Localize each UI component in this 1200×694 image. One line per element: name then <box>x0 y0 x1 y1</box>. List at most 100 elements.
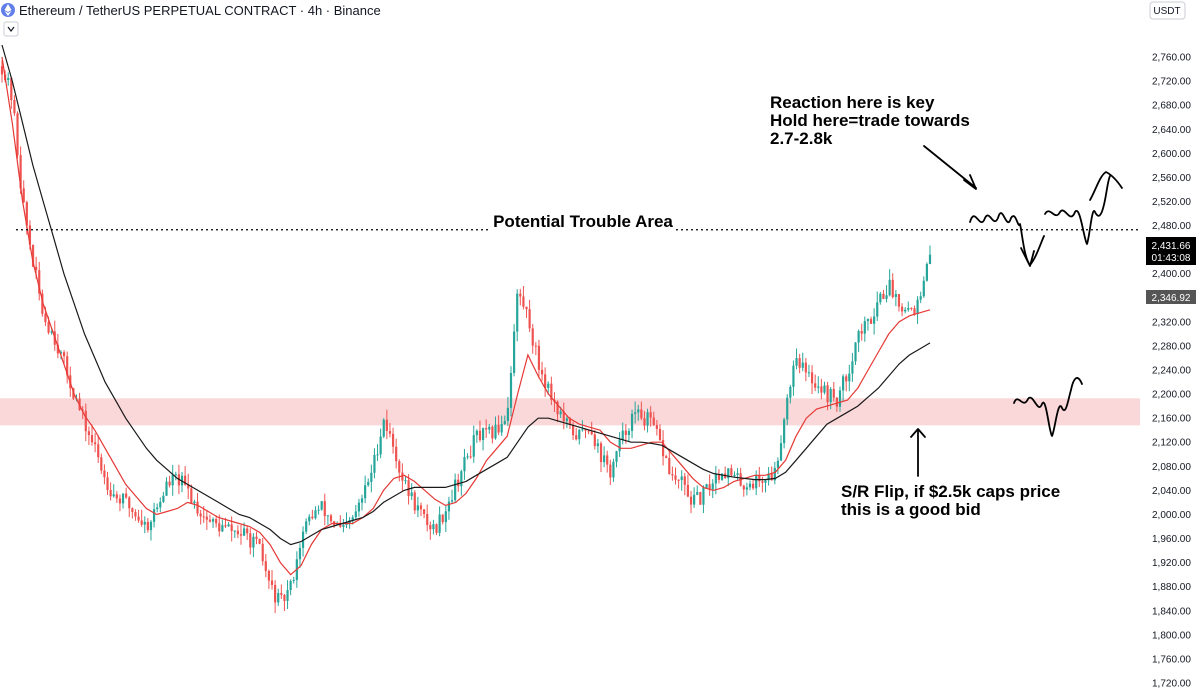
candle-down <box>913 308 916 315</box>
candle-down <box>56 344 59 354</box>
candle-down <box>137 516 140 521</box>
candle-up <box>152 509 156 522</box>
candle-up <box>779 443 783 461</box>
y-tick-label: 1,880.00 <box>1152 582 1191 593</box>
candle-down <box>485 428 488 430</box>
candle-up <box>736 473 739 475</box>
candle-up <box>516 293 519 332</box>
y-tick-label: 2,480.00 <box>1152 221 1191 232</box>
candle-down <box>478 430 482 441</box>
candle-up <box>904 309 907 312</box>
candle-up <box>336 523 339 525</box>
candle-up <box>463 457 466 472</box>
candle-down <box>230 524 233 532</box>
candle-up <box>907 307 910 310</box>
candle-down <box>910 307 913 309</box>
candle-down <box>106 477 109 490</box>
candle-down <box>44 313 47 323</box>
candle-up <box>506 407 509 422</box>
candle-up <box>829 389 832 403</box>
collapse-button[interactable] <box>3 21 19 37</box>
y-tick-label: 2,280.00 <box>1152 341 1191 352</box>
candle-down <box>423 509 426 515</box>
candle-down <box>190 488 193 504</box>
y-tick-label: 1,960.00 <box>1152 534 1191 545</box>
candle-down <box>606 455 609 465</box>
candle-up <box>500 423 503 433</box>
candle-up <box>764 480 767 483</box>
candle-down <box>97 444 100 458</box>
candle-down <box>19 155 22 189</box>
candle-up <box>547 383 550 388</box>
candle-up <box>314 510 317 519</box>
candle-down <box>236 530 239 535</box>
candle-up <box>317 509 320 511</box>
candle-down <box>845 376 848 382</box>
candle-down <box>280 593 283 595</box>
candle-up <box>162 495 165 502</box>
y-tick-label: 2,200.00 <box>1152 390 1191 401</box>
candle-down <box>218 523 221 532</box>
candle-up <box>432 524 435 530</box>
candle-down <box>140 520 143 525</box>
candle-up <box>143 521 146 525</box>
arrowhead-to-resistance <box>963 174 977 190</box>
candle-up <box>509 372 513 408</box>
candle-up <box>277 593 280 603</box>
candle-down <box>658 428 662 441</box>
candle-down <box>274 584 277 603</box>
candle-down <box>398 461 401 473</box>
candle-down <box>820 386 823 393</box>
candle-down <box>391 433 395 447</box>
y-tick-label: 2,520.00 <box>1152 197 1191 208</box>
last-price-label: 2,431.66 01:43:08 <box>1146 237 1196 265</box>
candle-down <box>668 458 671 475</box>
candle-down <box>264 561 267 571</box>
ethereum-glyph <box>4 4 12 16</box>
y-tick-label: 2,600.00 <box>1152 149 1191 160</box>
candle-down <box>652 417 655 426</box>
candle-up <box>634 412 637 414</box>
candle-up <box>193 501 196 504</box>
candle-up <box>298 547 302 560</box>
candle-up <box>866 319 870 322</box>
candle-up <box>894 294 897 297</box>
candle-up <box>854 342 857 362</box>
candle-down <box>457 479 460 487</box>
candle-down <box>258 538 261 544</box>
candle-up <box>823 385 826 393</box>
currency-selector[interactable] <box>1149 1 1186 20</box>
trouble-area-label-bg <box>490 208 675 234</box>
candle-up <box>789 386 792 398</box>
candle-up <box>364 485 367 499</box>
candle-down <box>814 383 817 388</box>
candle-up <box>807 372 811 374</box>
candle-up <box>621 430 624 440</box>
candle-up <box>351 517 354 521</box>
y-tick-label: 2,640.00 <box>1152 125 1191 136</box>
candle-down <box>90 435 94 443</box>
candle-up <box>863 321 866 334</box>
candle-up <box>851 361 854 374</box>
chevron-down-icon <box>7 26 15 32</box>
hand-drawn-markup <box>910 145 1123 477</box>
candle-up <box>705 484 708 488</box>
candle-down <box>339 523 342 527</box>
candle-down <box>311 516 314 519</box>
candle-down <box>249 533 252 548</box>
candle-up <box>581 429 584 431</box>
candle-up <box>450 500 454 502</box>
breakout-arrowhead-curve <box>1089 171 1123 201</box>
ema-slow-line <box>1 44 931 546</box>
candle-down <box>537 345 541 370</box>
candle-down <box>609 464 612 478</box>
candle-up <box>156 507 159 510</box>
candle-down <box>441 514 444 523</box>
y-tick-label: 2,760.00 <box>1152 53 1191 64</box>
y-tick-label: 2,040.00 <box>1152 486 1191 497</box>
candle-up <box>121 493 125 504</box>
candle-up <box>410 492 413 497</box>
candle-up <box>885 295 888 299</box>
